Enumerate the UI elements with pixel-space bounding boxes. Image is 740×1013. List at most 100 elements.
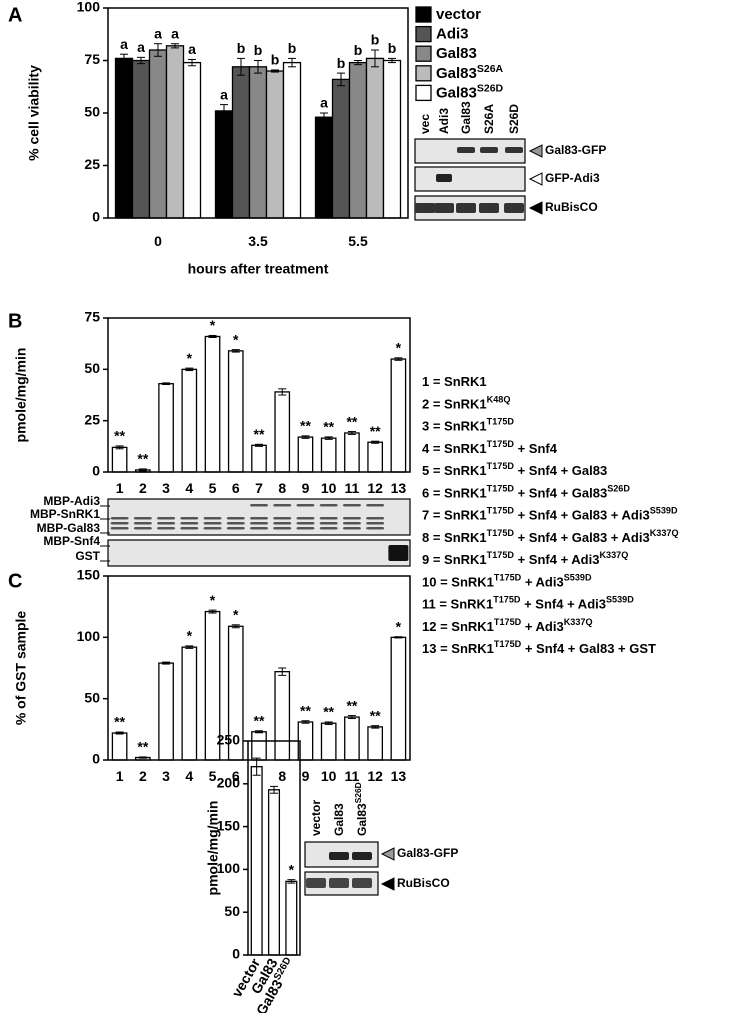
x-tick-label: 11 <box>345 768 360 784</box>
superscript: S539D <box>564 573 592 583</box>
significance-label: * <box>210 317 216 333</box>
significance-label: b <box>271 52 280 68</box>
x-tick-label: 2 <box>139 768 147 784</box>
superscript: K48Q <box>487 395 511 405</box>
significance-label: ** <box>137 739 148 755</box>
significance-label: a <box>154 25 162 41</box>
bar <box>204 335 221 473</box>
error-bar <box>320 112 328 122</box>
error-bar <box>278 388 287 396</box>
gel-band <box>110 522 129 525</box>
bar <box>250 766 263 956</box>
superscript: T175D <box>487 506 515 516</box>
significance-label: * <box>187 350 193 366</box>
error-bar <box>138 468 147 472</box>
key-entry: 6 = SnRK1T175D + Snf4 + Gal83S26D <box>422 484 630 501</box>
x-tick-label: 10 <box>321 480 337 496</box>
gel-band <box>133 527 152 530</box>
significance-label: ** <box>370 707 381 723</box>
gel-band <box>250 527 268 530</box>
y-tick-label: 50 <box>84 689 100 705</box>
y-axis-label: pmole/mg/min <box>205 801 221 896</box>
gel-band <box>180 522 199 525</box>
gel-band <box>203 522 222 525</box>
y-tick-label: 150 <box>77 567 101 583</box>
key-entry: 2 = SnRK1K48Q <box>422 395 510 412</box>
text-part: 2 = SnRK1 <box>422 397 487 412</box>
y-axis-label: pmole/mg/min <box>13 348 29 443</box>
y-tick-label: 25 <box>84 411 100 427</box>
error-bar <box>252 757 261 776</box>
key-entry: 13 = SnRK1T175D + Snf4 + Gal83 + GST <box>422 639 656 656</box>
gel-band <box>273 522 292 525</box>
text-part: 4 <box>185 768 193 784</box>
text-part: + Snf4 + Gal83 <box>514 463 607 478</box>
y-tick-label: 0 <box>92 751 100 767</box>
y-tick-label: 0 <box>232 946 240 962</box>
x-tick-label: 5 <box>209 480 217 496</box>
legend-label: Gal83S26A <box>436 63 504 82</box>
x-tick-label: 3 <box>162 768 170 784</box>
gel-band <box>319 527 338 530</box>
error-bar <box>271 69 279 73</box>
error-bar <box>220 104 228 118</box>
lane-label: Gal83 <box>332 803 346 836</box>
text-part: 6 <box>232 480 240 496</box>
bar <box>348 61 368 219</box>
bar <box>158 662 174 761</box>
gel-band <box>157 522 176 525</box>
text-part: 3 <box>162 768 170 784</box>
x-tick-label: 0 <box>154 233 162 249</box>
superscript: K337Q <box>650 528 679 538</box>
error-bar <box>324 721 333 725</box>
y-tick-label: 50 <box>84 360 100 376</box>
y-axis-label: % cell viability <box>26 65 42 161</box>
legend-swatch <box>415 25 432 43</box>
text-part: 9 <box>302 480 310 496</box>
bar <box>367 441 384 473</box>
significance-label: * <box>233 607 239 623</box>
arrowhead <box>528 144 543 158</box>
bar <box>231 66 251 219</box>
gel-band <box>366 522 385 525</box>
key-entry: 10 = SnRK1T175D + Adi3S539D <box>422 573 592 590</box>
band-label: MBP-Adi3 <box>43 494 100 508</box>
bar <box>181 646 198 761</box>
gel-band <box>180 517 199 520</box>
text-part: 5 <box>209 768 217 784</box>
error-bar <box>115 731 124 735</box>
text-part: 1 = SnRK1 <box>422 374 487 389</box>
legend-label: Adi3 <box>436 26 469 43</box>
x-axis-label: hours after treatment <box>188 261 329 277</box>
significance-label: b <box>337 55 346 71</box>
text-part: 11 <box>345 768 360 784</box>
gel-band <box>329 852 349 860</box>
superscript: T175D <box>493 595 521 605</box>
significance-label: b <box>254 42 263 58</box>
x-tick-label: 5 <box>209 768 217 784</box>
arrowhead <box>528 201 543 215</box>
lane-label: vec <box>418 114 432 134</box>
bar <box>331 78 351 219</box>
gel-band <box>505 147 523 153</box>
gel-band <box>250 517 268 520</box>
significance-label: * <box>210 592 216 608</box>
text-part: + Snf4 + Gal83 + GST <box>521 641 656 656</box>
significance-label: ** <box>300 702 311 718</box>
error-bar <box>371 725 380 729</box>
lane-label: S26A <box>482 104 496 134</box>
key-entry: 11 = SnRK1T175D + Snf4 + Adi3S539D <box>422 595 634 612</box>
significance-label: * <box>233 331 239 347</box>
text-part: 12 = SnRK1 <box>422 619 494 634</box>
text-part: 5.5 <box>348 233 368 249</box>
plot-frame <box>107 317 411 473</box>
significance-label: b <box>371 32 380 48</box>
x-tick-label: 12 <box>367 768 383 784</box>
x-tick-label: 6 <box>232 480 240 496</box>
text-part: vector <box>309 800 323 836</box>
error-bar <box>301 435 310 439</box>
significance-label: b <box>237 40 246 56</box>
x-tick-label: 2 <box>139 480 147 496</box>
key-entry: 9 = SnRK1T175D + Snf4 + Adi3K337Q <box>422 550 628 567</box>
